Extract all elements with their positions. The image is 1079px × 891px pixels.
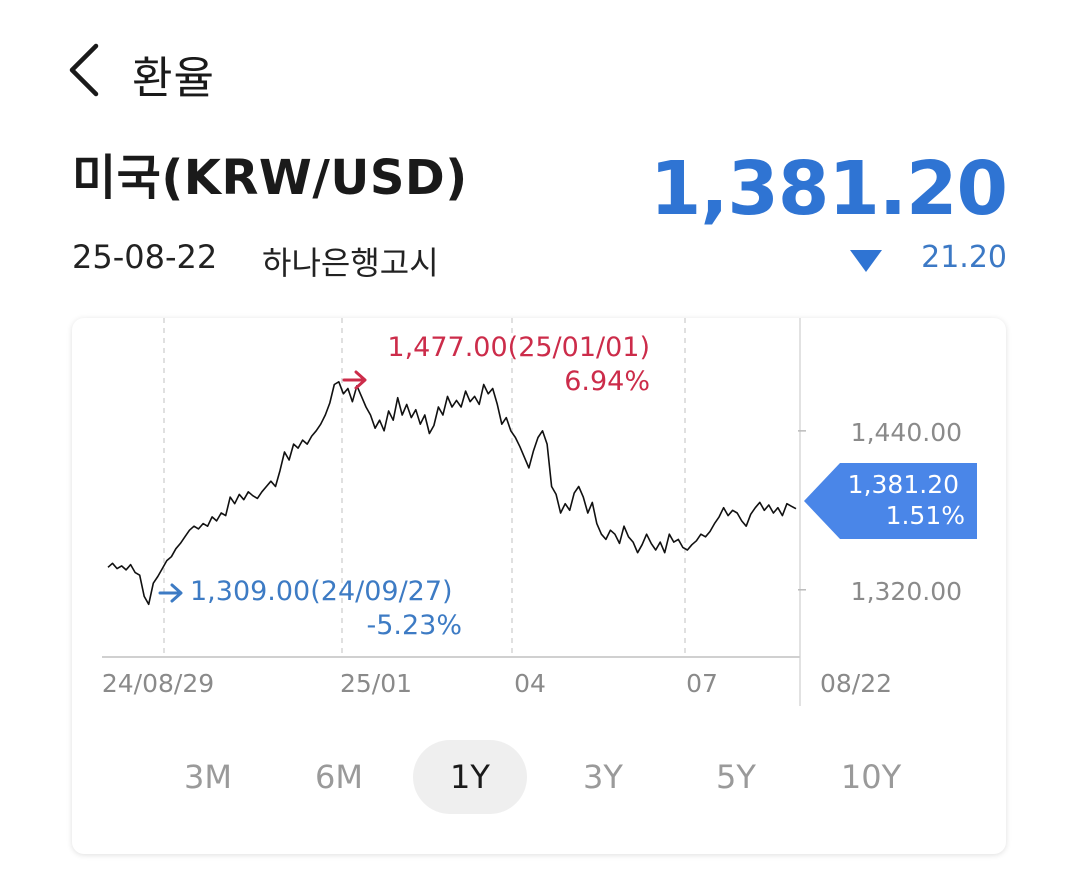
- chevron-left-icon: [69, 43, 99, 97]
- current-value-pct: 1.51%: [886, 501, 965, 530]
- nav-title: 환율: [132, 53, 215, 104]
- x-tick-label: 25/01: [340, 669, 412, 698]
- period-tab-6m[interactable]: 6M: [315, 758, 363, 796]
- y-tick-label: 1,440.00: [851, 418, 962, 447]
- period-tab-3y[interactable]: 3Y: [583, 758, 623, 796]
- max-annotation-pct: 6.94%: [564, 366, 650, 397]
- period-selector: 3M 6M 1Y 3Y 5Y 10Y: [72, 740, 1006, 814]
- current-value-callout: [804, 463, 977, 539]
- min-annotation-label: 1,309.00(24/09/27): [190, 576, 453, 607]
- arrow-right-icon: [158, 583, 183, 603]
- triangle-down-icon: [850, 250, 882, 272]
- period-tab-3m[interactable]: 3M: [184, 758, 232, 796]
- period-tab-5y[interactable]: 5Y: [716, 758, 756, 796]
- y-tick-label: 1,320.00: [851, 577, 962, 606]
- period-tab-1y[interactable]: 1Y: [413, 740, 527, 814]
- current-value-label: 1,381.20: [848, 470, 959, 499]
- currency-pair-title: 미국(KRW/USD): [72, 150, 468, 206]
- arrow-right-icon: [342, 370, 367, 390]
- back-button[interactable]: [62, 38, 110, 102]
- period-tab-10y[interactable]: 10Y: [840, 758, 902, 796]
- chart-card: 1,440.00 1,320.00 24/08/29 25/01 04 07 08/22 1,…: [72, 318, 1006, 854]
- rate-chart[interactable]: 1,440.00 1,320.00 24/08/29 25/01 04 07 08/22 1,…: [72, 318, 1006, 738]
- quote-date: 25-08-22: [72, 238, 218, 276]
- x-tick-label: 08/22: [820, 669, 892, 698]
- quote-source: 하나은행고시: [262, 244, 439, 282]
- current-rate: 1,381.20: [649, 146, 1008, 232]
- rate-change: 21.20: [921, 240, 1007, 275]
- x-tick-label: 24/08/29: [102, 669, 214, 698]
- series-line: [107, 381, 797, 606]
- x-tick-label: 04: [514, 669, 546, 698]
- min-annotation-pct: -5.23%: [366, 610, 462, 641]
- x-tick-label: 07: [686, 669, 718, 698]
- max-annotation-label: 1,477.00(25/01/01): [387, 332, 650, 363]
